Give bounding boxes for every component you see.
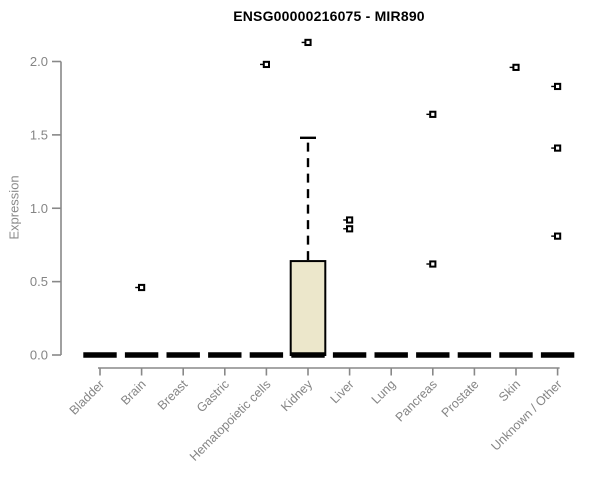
x-tick-label: Gastric	[194, 377, 232, 415]
x-tick-label: Pancreas	[393, 377, 440, 424]
outlier-marker	[554, 82, 562, 91]
x-tick-label: Kidney	[278, 377, 315, 414]
x-tick-label: Breast	[155, 377, 191, 413]
y-axis-title: Expression	[6, 175, 22, 240]
outlier-marker	[138, 283, 146, 292]
outlier-marker	[346, 216, 354, 224]
x-tick-label: Hematopoietic cells	[187, 377, 274, 464]
outlier-marker	[429, 260, 437, 268]
y-tick-label: 0.5	[30, 274, 48, 289]
outlier-marker	[554, 232, 562, 240]
x-tick-label: Lung	[369, 377, 399, 407]
outlier-marker	[304, 38, 312, 47]
y-tick-label: 1.5	[30, 127, 48, 142]
x-tick-label: Prostate	[439, 377, 482, 420]
x-tick-label: Brain	[118, 377, 149, 408]
outlier-marker	[429, 110, 437, 118]
y-tick-label: 1.0	[30, 201, 48, 216]
box	[289, 260, 327, 356]
outlier-marker	[346, 225, 354, 233]
y-tick-label: 2.0	[30, 54, 48, 69]
outlier-marker	[512, 63, 520, 71]
x-tick-label: Bladder	[67, 377, 107, 417]
x-tick-label: Liver	[328, 377, 357, 406]
outlier-marker	[262, 60, 270, 69]
x-tick-label: Unknown / Other	[488, 377, 564, 453]
y-tick-label: 0.0	[30, 348, 48, 363]
x-tick-label: Skin	[496, 377, 523, 404]
chart-title: ENSG00000216075 - MIR890	[233, 8, 425, 24]
outlier-marker	[554, 144, 562, 152]
